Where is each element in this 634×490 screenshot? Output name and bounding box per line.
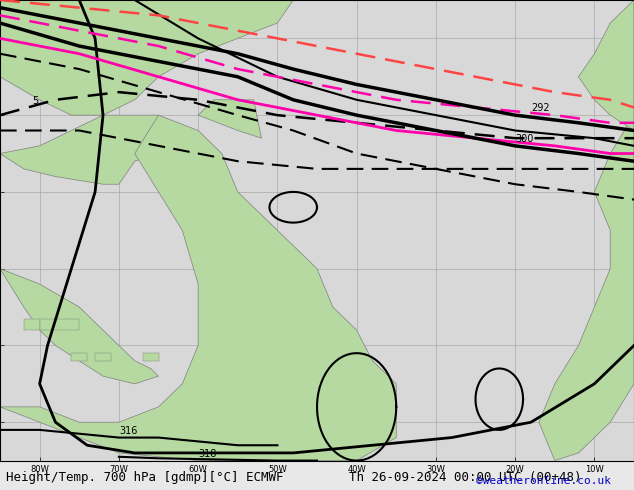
Text: 316: 316 [119, 426, 137, 436]
Text: Th 26-09-2024 00:00 UTC (00+48): Th 26-09-2024 00:00 UTC (00+48) [349, 471, 581, 484]
Polygon shape [578, 0, 634, 130]
Polygon shape [0, 115, 198, 184]
Polygon shape [198, 100, 261, 138]
Polygon shape [0, 269, 158, 384]
Polygon shape [143, 353, 158, 361]
Text: 292: 292 [531, 103, 550, 113]
Text: 5: 5 [32, 96, 38, 106]
Polygon shape [539, 0, 634, 461]
Text: Height/Temp. 700 hPa [gdmp][°C] ECMWF: Height/Temp. 700 hPa [gdmp][°C] ECMWF [6, 471, 284, 484]
Polygon shape [0, 115, 396, 461]
Polygon shape [0, 0, 293, 115]
Polygon shape [23, 318, 39, 330]
Text: 318: 318 [198, 449, 216, 459]
Polygon shape [71, 353, 87, 361]
Polygon shape [39, 318, 79, 330]
Polygon shape [95, 353, 111, 361]
Text: ©weatheronline.co.uk: ©weatheronline.co.uk [476, 476, 611, 486]
Text: 300: 300 [515, 134, 533, 144]
